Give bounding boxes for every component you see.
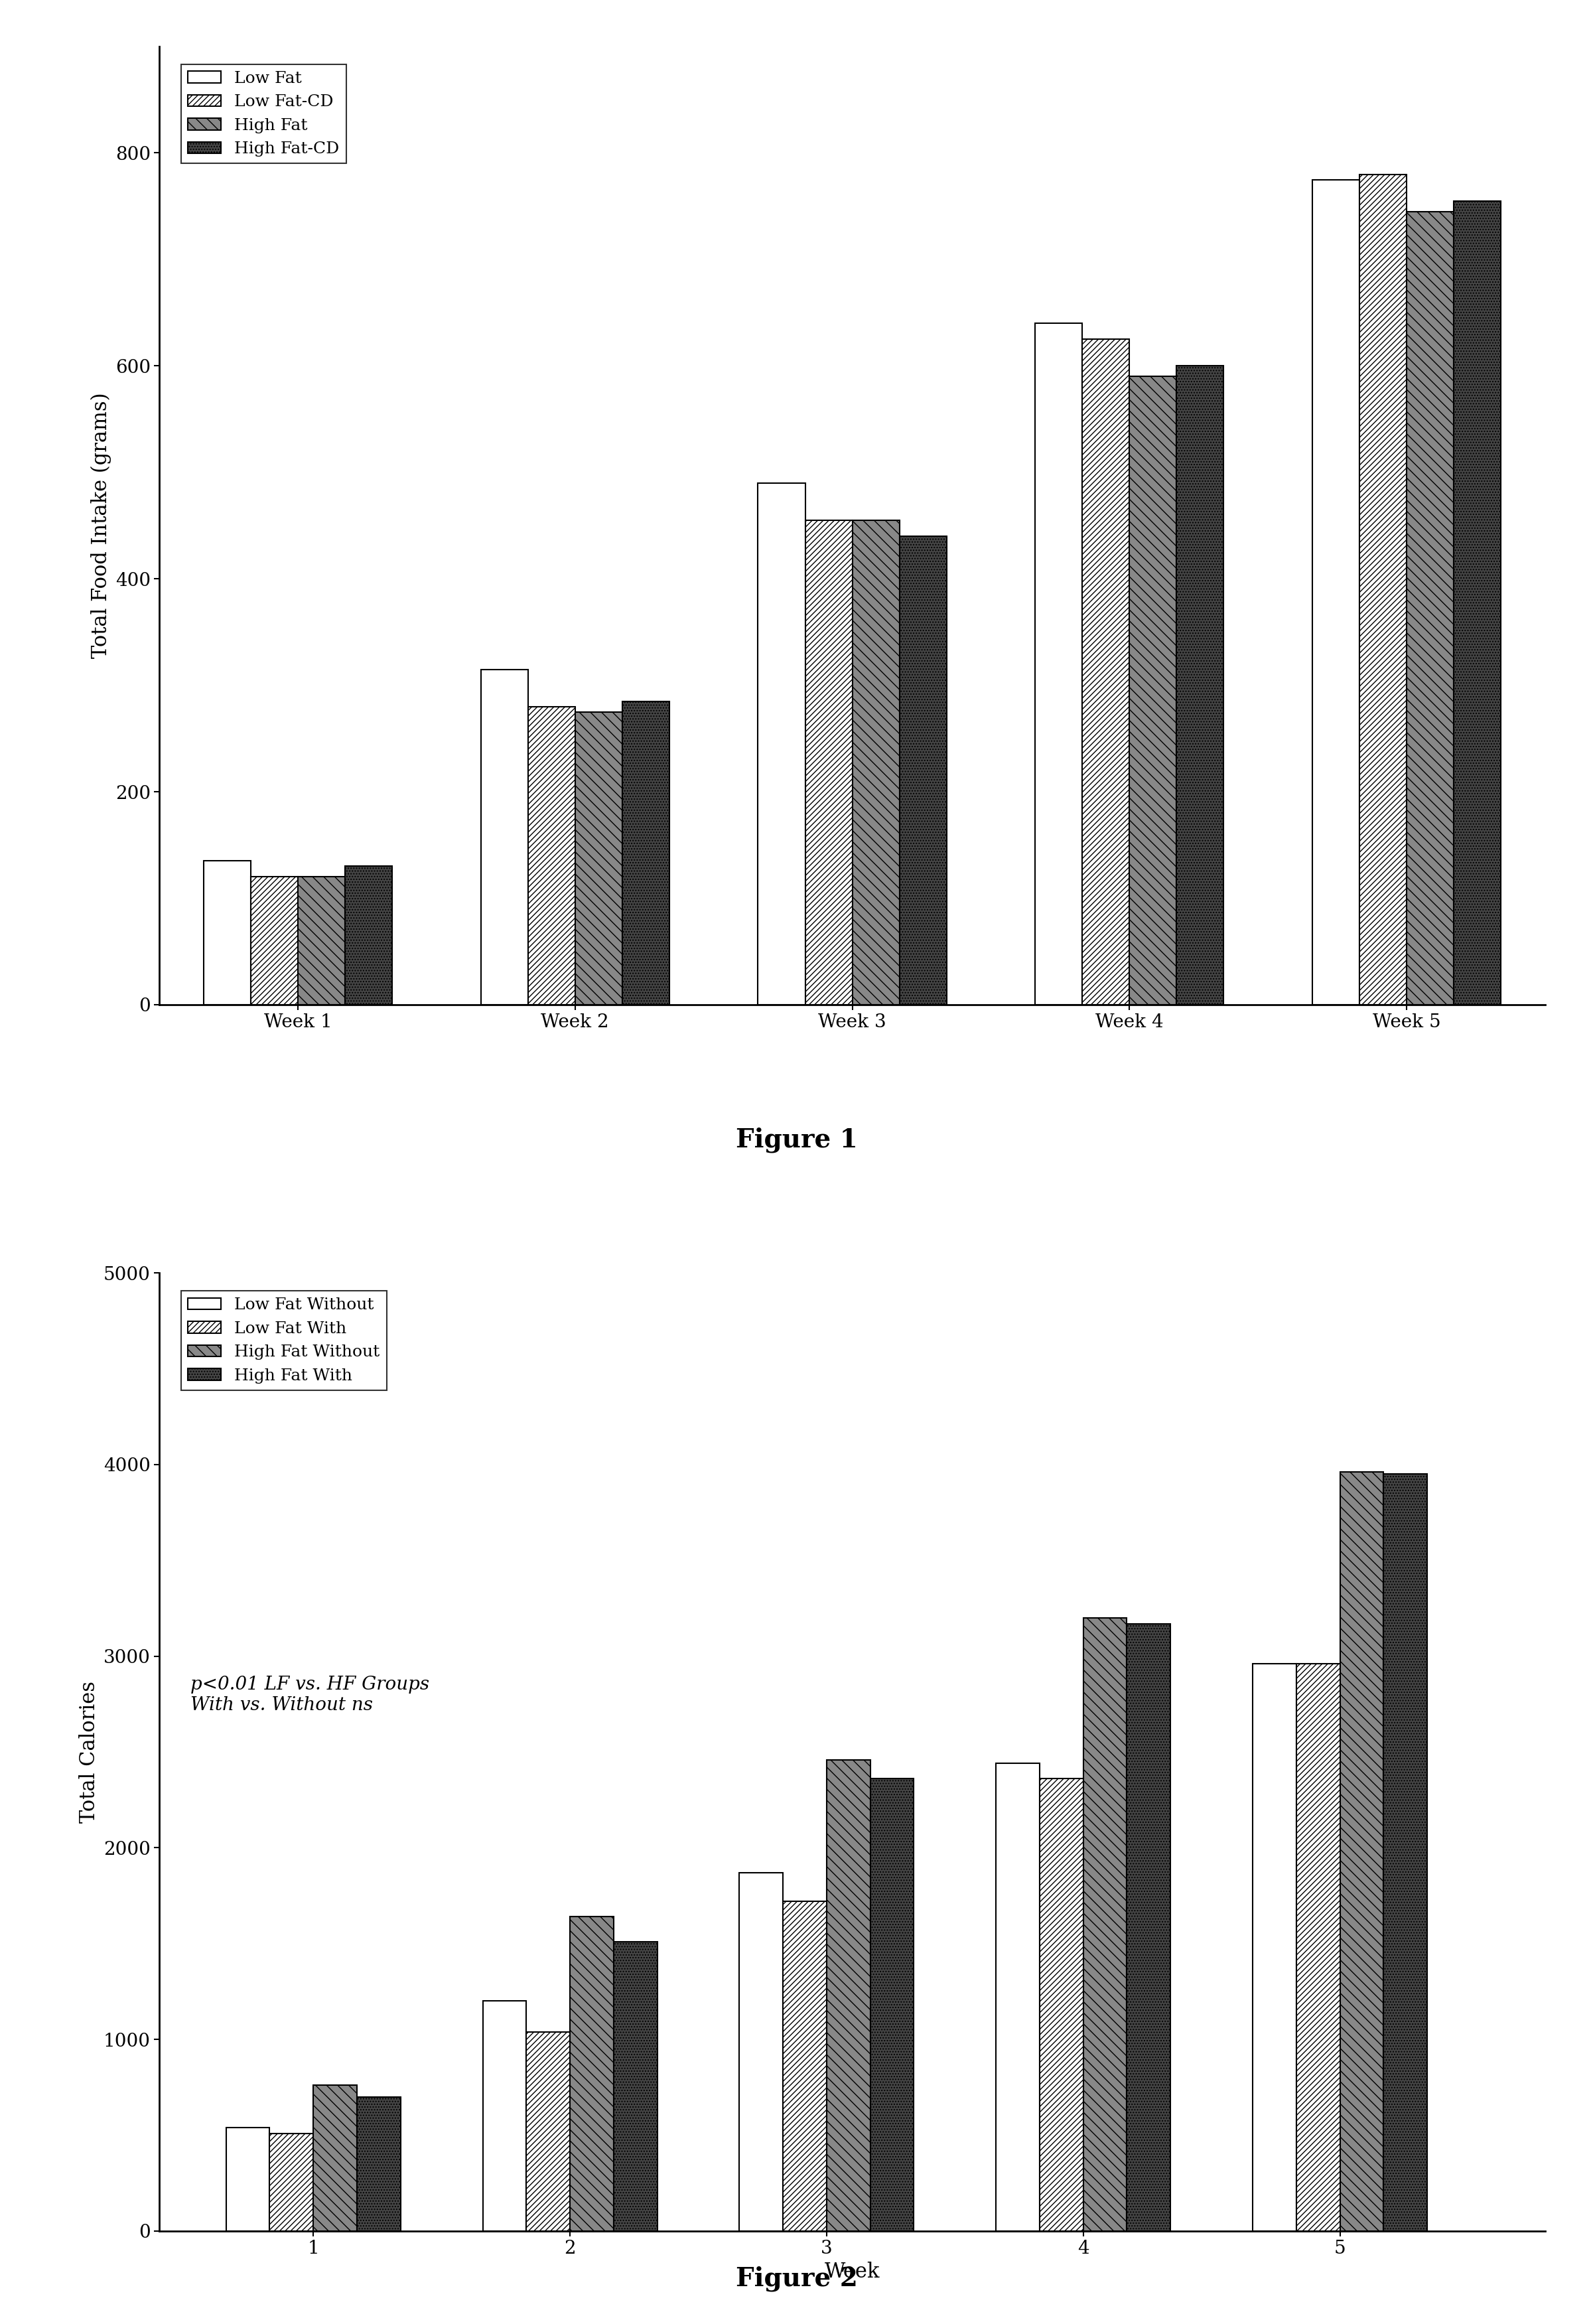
Bar (1252, 1664, 1297, 2231)
Bar (827, 1759, 870, 2231)
Bar (346, 867, 392, 1004)
Bar (1126, 1624, 1171, 2231)
Bar (1407, 211, 1454, 1004)
Bar (758, 483, 804, 1004)
Bar (996, 1764, 1040, 2231)
Text: p<0.01 LF vs. HF Groups
With vs. Without ns: p<0.01 LF vs. HF Groups With vs. Without… (190, 1676, 429, 1713)
Text: Figure 2: Figure 2 (736, 2266, 857, 2291)
Bar (1129, 376, 1177, 1004)
Bar (575, 711, 623, 1004)
Bar (1383, 1473, 1427, 2231)
Bar (1082, 339, 1129, 1004)
Bar (314, 2085, 357, 2231)
Bar (870, 1778, 914, 2231)
Bar (804, 521, 852, 1004)
Bar (1454, 200, 1501, 1004)
Bar (226, 2126, 269, 2231)
Bar (1177, 365, 1223, 1004)
Bar (1359, 174, 1407, 1004)
Bar (900, 537, 946, 1004)
Bar (269, 2133, 314, 2231)
Bar (1340, 1471, 1383, 2231)
Bar (1040, 1778, 1083, 2231)
Text: Figure 1: Figure 1 (736, 1127, 857, 1153)
Bar (357, 2096, 400, 2231)
Y-axis label: Total Food Intake (grams): Total Food Intake (grams) (91, 393, 112, 658)
Bar (527, 706, 575, 1004)
Y-axis label: Total Calories: Total Calories (80, 1680, 100, 1822)
Bar (481, 669, 527, 1004)
Bar (623, 702, 669, 1004)
Bar (1313, 179, 1359, 1004)
Bar (1083, 1618, 1126, 2231)
Bar (739, 1873, 784, 2231)
Bar (613, 1941, 658, 2231)
Bar (570, 1917, 613, 2231)
Bar (483, 2001, 526, 2231)
Legend: Low Fat Without, Low Fat With, High Fat Without, High Fat With: Low Fat Without, Low Fat With, High Fat … (182, 1290, 387, 1390)
Bar (784, 1901, 827, 2231)
Bar (526, 2031, 570, 2231)
Bar (204, 860, 250, 1004)
Bar (250, 876, 298, 1004)
Legend: Low Fat, Low Fat-CD, High Fat, High Fat-CD: Low Fat, Low Fat-CD, High Fat, High Fat-… (182, 65, 346, 163)
Bar (1035, 323, 1082, 1004)
Bar (1297, 1664, 1340, 2231)
Bar (298, 876, 346, 1004)
X-axis label: Week: Week (825, 2261, 879, 2282)
Bar (852, 521, 900, 1004)
